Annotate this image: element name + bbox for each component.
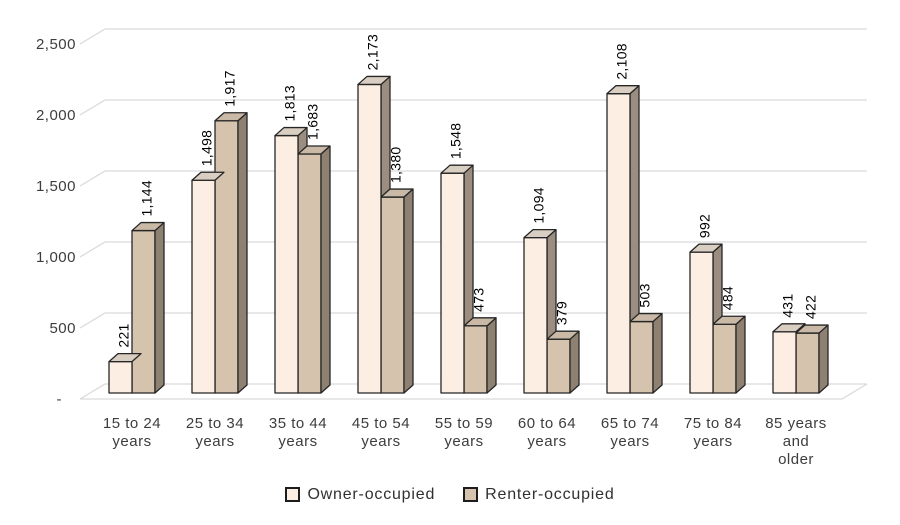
bar-renter-top-6 <box>629 312 663 323</box>
value-label-renter-5: 379 <box>554 301 570 325</box>
bar-owner-front-4 <box>440 172 465 394</box>
bar-renter-front-6 <box>629 320 654 394</box>
bar-owner-top-2 <box>274 126 308 137</box>
legend-item-renter-occupied: Renter-occupied <box>463 486 614 503</box>
bar-owner-top-7 <box>689 243 723 253</box>
bar-renter-side-1 <box>237 112 248 394</box>
bar-owner-top-0 <box>108 352 142 363</box>
value-label-renter-8: 422 <box>803 295 819 319</box>
bar-owner-front-2 <box>274 134 299 394</box>
bar-renter-side-5 <box>569 330 580 394</box>
bar-renter-front-7 <box>712 323 737 394</box>
bar-renter-side-8 <box>818 324 829 394</box>
owner-occupied-swatch-icon <box>285 487 301 502</box>
value-label-renter-2: 1,683 <box>305 103 321 140</box>
bar-owner-front-5 <box>523 237 548 394</box>
x-axis-category-label-0: years <box>112 433 151 450</box>
bar-renter-front-1 <box>214 120 239 394</box>
value-label-renter-6: 503 <box>637 283 653 307</box>
value-label-renter-4: 473 <box>471 288 487 312</box>
x-axis-category-label-7: years <box>693 433 732 450</box>
value-label-owner-5: 1,094 <box>531 187 547 224</box>
legend-label-renter-occupied: Renter-occupied <box>485 486 615 503</box>
x-axis-category-label-6: 65 to 74 <box>601 415 659 432</box>
bar-owner-front-8 <box>772 331 797 394</box>
x-axis-category-label-4: 55 to 59 <box>435 415 493 432</box>
gridline-2000 <box>79 99 867 116</box>
value-label-owner-8: 431 <box>780 294 796 318</box>
bar-owner-top-3 <box>357 75 391 86</box>
bar-owner-front-0 <box>108 360 133 394</box>
bar-renter-side-0 <box>154 221 165 394</box>
bar-owner-top-8 <box>772 323 806 333</box>
y-axis-tick-2000: 2,000 <box>36 107 76 124</box>
value-label-owner-3: 2,173 <box>365 34 381 71</box>
bar-renter-side-3 <box>403 188 414 394</box>
x-axis-category-label-2: 35 to 44 <box>269 415 327 432</box>
bar-renter-top-0 <box>131 221 165 232</box>
value-label-owner-6: 2,108 <box>614 43 630 80</box>
x-axis-category-label-1: years <box>195 433 234 450</box>
bar-renter-front-5 <box>546 338 571 394</box>
bar-renter-front-0 <box>131 229 156 394</box>
bar-renter-side-4 <box>486 317 497 394</box>
y-axis-tick-1000: 1,000 <box>36 249 76 266</box>
legend-item-owner-occupied: Owner-occupied <box>285 486 435 503</box>
x-axis-category-label-8: and <box>783 433 810 450</box>
x-axis-category-label-5: years <box>527 433 566 450</box>
y-axis-tick-500: 500 <box>49 320 76 337</box>
x-axis-category-label-6: years <box>610 433 649 450</box>
bar-renter-front-2 <box>297 153 322 394</box>
bar-owner-top-4 <box>440 164 474 174</box>
bar-renter-front-4 <box>463 325 488 394</box>
bar-owner-front-6 <box>606 93 631 394</box>
x-axis-category-label-0: 15 to 24 <box>103 415 161 432</box>
bar-renter-side-6 <box>652 312 663 394</box>
x-axis-category-label-1: 25 to 34 <box>186 415 244 432</box>
y-axis-tick-2500: 2,500 <box>36 36 76 53</box>
value-label-renter-7: 484 <box>720 286 736 310</box>
x-axis-category-label-2: years <box>278 433 317 450</box>
bar-renter-side-2 <box>320 145 331 394</box>
y-axis-tick-0: - <box>57 391 63 408</box>
value-label-owner-4: 1,548 <box>448 123 464 160</box>
x-axis-category-label-7: 75 to 84 <box>684 415 742 432</box>
bar-renter-front-8 <box>795 332 820 394</box>
value-label-owner-1: 1,498 <box>199 130 215 167</box>
legend-label-owner-occupied: Owner-occupied <box>307 486 436 503</box>
value-label-owner-7: 992 <box>697 214 713 238</box>
bar-renter-top-5 <box>546 330 580 340</box>
value-label-owner-2: 1,813 <box>282 85 298 122</box>
bar-renter-top-1 <box>214 112 248 122</box>
bar-owner-top-5 <box>523 229 557 239</box>
renter-occupied-swatch-icon <box>463 487 479 502</box>
bar-renter-top-3 <box>380 188 414 198</box>
bar-renter-front-3 <box>380 196 405 394</box>
x-axis-category-label-8: 85 years <box>765 415 827 432</box>
age-occupancy-3d-bar-chart: 2,500 2,000 1,500 1,000 500 - 221 1,144 15 to 24… <box>36 28 868 468</box>
x-axis-category-label-5: 60 to 64 <box>518 415 576 432</box>
bar-owner-front-7 <box>689 251 714 394</box>
bar-owner-front-3 <box>357 83 382 394</box>
bar-owner-top-1 <box>191 171 225 181</box>
bar-renter-top-7 <box>712 315 746 325</box>
value-label-renter-3: 1,380 <box>388 146 404 183</box>
x-axis-category-label-4: years <box>444 433 483 450</box>
bar-renter-top-2 <box>297 145 331 155</box>
bar-owner-front-1 <box>191 179 216 394</box>
value-label-renter-0: 1,144 <box>139 180 155 217</box>
x-axis-category-label-8: older <box>778 451 814 468</box>
value-label-renter-1: 1,917 <box>222 70 238 107</box>
bar-renter-top-4 <box>463 317 497 327</box>
x-axis-category-label-3: years <box>361 433 400 450</box>
value-label-owner-0: 221 <box>116 323 132 347</box>
bar-renter-top-8 <box>795 324 829 334</box>
chart-legend: Owner-occupied Renter-occupied <box>0 486 900 503</box>
x-axis-category-label-3: 45 to 54 <box>352 415 410 432</box>
y-axis-tick-1500: 1,500 <box>36 178 76 195</box>
bar-owner-top-6 <box>606 85 640 95</box>
gridline-2500 <box>79 28 867 45</box>
bar-renter-side-7 <box>735 315 746 394</box>
